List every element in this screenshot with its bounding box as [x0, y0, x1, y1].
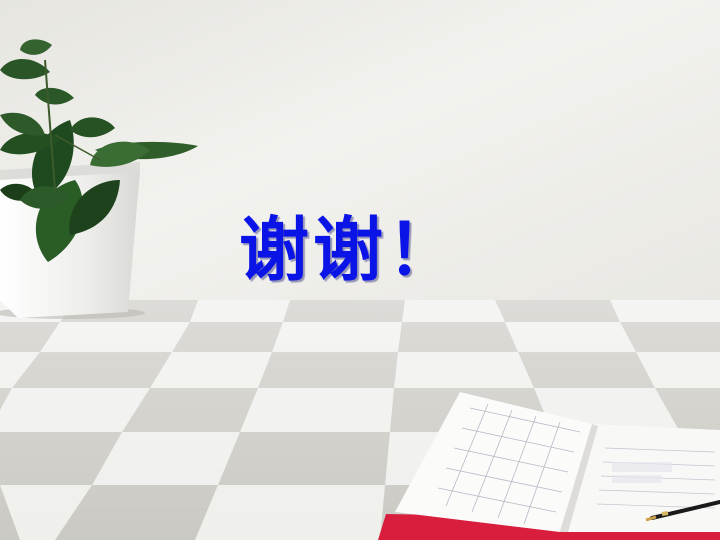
pen [645, 500, 720, 522]
slide-title: 谢谢！ [239, 209, 461, 291]
open-notebook [378, 392, 720, 540]
potted-plant [0, 39, 198, 319]
